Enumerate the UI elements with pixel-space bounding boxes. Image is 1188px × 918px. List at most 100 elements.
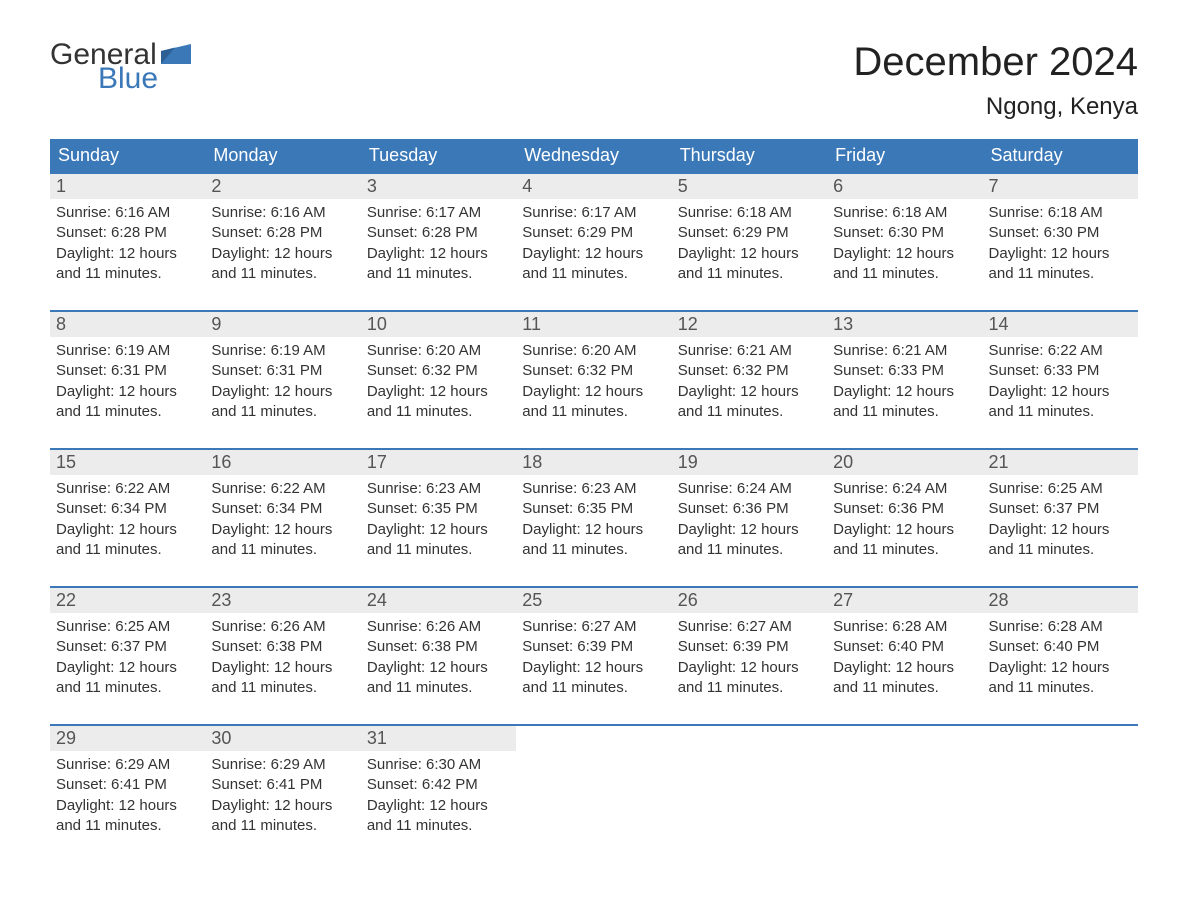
day-cell: 5Sunrise: 6:18 AMSunset: 6:29 PMDaylight…	[672, 174, 827, 284]
day-body: Sunrise: 6:22 AMSunset: 6:34 PMDaylight:…	[50, 475, 205, 560]
sunrise-line: Sunrise: 6:23 AM	[367, 479, 510, 499]
day-body: Sunrise: 6:25 AMSunset: 6:37 PMDaylight:…	[983, 475, 1138, 560]
sunset-line: Sunset: 6:42 PM	[367, 775, 510, 795]
daylight-line: Daylight: 12 hours and 11 minutes.	[833, 658, 976, 699]
day-cell: 25Sunrise: 6:27 AMSunset: 6:39 PMDayligh…	[516, 588, 671, 698]
day-cell: 30Sunrise: 6:29 AMSunset: 6:41 PMDayligh…	[205, 726, 360, 836]
day-body: Sunrise: 6:27 AMSunset: 6:39 PMDaylight:…	[516, 613, 671, 698]
daylight-line: Daylight: 12 hours and 11 minutes.	[56, 796, 199, 837]
sunrise-line: Sunrise: 6:29 AM	[211, 755, 354, 775]
day-body: Sunrise: 6:30 AMSunset: 6:42 PMDaylight:…	[361, 751, 516, 836]
day-cell: 17Sunrise: 6:23 AMSunset: 6:35 PMDayligh…	[361, 450, 516, 560]
sunset-line: Sunset: 6:31 PM	[56, 361, 199, 381]
day-number: 8	[50, 312, 205, 337]
sunrise-line: Sunrise: 6:17 AM	[367, 203, 510, 223]
sunset-line: Sunset: 6:32 PM	[678, 361, 821, 381]
day-body: Sunrise: 6:25 AMSunset: 6:37 PMDaylight:…	[50, 613, 205, 698]
dow-cell: Wednesday	[516, 139, 671, 172]
sunset-line: Sunset: 6:37 PM	[989, 499, 1132, 519]
sunset-line: Sunset: 6:32 PM	[367, 361, 510, 381]
day-cell: 3Sunrise: 6:17 AMSunset: 6:28 PMDaylight…	[361, 174, 516, 284]
sunrise-line: Sunrise: 6:28 AM	[989, 617, 1132, 637]
day-cell: 2Sunrise: 6:16 AMSunset: 6:28 PMDaylight…	[205, 174, 360, 284]
sunrise-line: Sunrise: 6:22 AM	[211, 479, 354, 499]
sunset-line: Sunset: 6:29 PM	[522, 223, 665, 243]
day-body: Sunrise: 6:29 AMSunset: 6:41 PMDaylight:…	[205, 751, 360, 836]
day-cell: 22Sunrise: 6:25 AMSunset: 6:37 PMDayligh…	[50, 588, 205, 698]
sunrise-line: Sunrise: 6:21 AM	[678, 341, 821, 361]
daylight-line: Daylight: 12 hours and 11 minutes.	[56, 520, 199, 561]
daylight-line: Daylight: 12 hours and 11 minutes.	[678, 658, 821, 699]
day-cell: 15Sunrise: 6:22 AMSunset: 6:34 PMDayligh…	[50, 450, 205, 560]
sunset-line: Sunset: 6:36 PM	[833, 499, 976, 519]
daylight-line: Daylight: 12 hours and 11 minutes.	[522, 658, 665, 699]
day-cell: 19Sunrise: 6:24 AMSunset: 6:36 PMDayligh…	[672, 450, 827, 560]
day-body: Sunrise: 6:18 AMSunset: 6:30 PMDaylight:…	[983, 199, 1138, 284]
daylight-line: Daylight: 12 hours and 11 minutes.	[211, 658, 354, 699]
sunset-line: Sunset: 6:31 PM	[211, 361, 354, 381]
day-number: 7	[983, 174, 1138, 199]
day-number: 26	[672, 588, 827, 613]
month-title: December 2024	[853, 40, 1138, 85]
daylight-line: Daylight: 12 hours and 11 minutes.	[211, 382, 354, 423]
day-body: Sunrise: 6:20 AMSunset: 6:32 PMDaylight:…	[516, 337, 671, 422]
sunrise-line: Sunrise: 6:20 AM	[522, 341, 665, 361]
daylight-line: Daylight: 12 hours and 11 minutes.	[211, 520, 354, 561]
day-number: 27	[827, 588, 982, 613]
day-number: 24	[361, 588, 516, 613]
day-cell: ..	[672, 726, 827, 836]
day-number: 23	[205, 588, 360, 613]
sunset-line: Sunset: 6:36 PM	[678, 499, 821, 519]
day-number: 1	[50, 174, 205, 199]
daylight-line: Daylight: 12 hours and 11 minutes.	[367, 520, 510, 561]
day-body: Sunrise: 6:17 AMSunset: 6:29 PMDaylight:…	[516, 199, 671, 284]
day-body: Sunrise: 6:19 AMSunset: 6:31 PMDaylight:…	[50, 337, 205, 422]
day-cell: 29Sunrise: 6:29 AMSunset: 6:41 PMDayligh…	[50, 726, 205, 836]
dow-cell: Saturday	[983, 139, 1138, 172]
daylight-line: Daylight: 12 hours and 11 minutes.	[522, 382, 665, 423]
day-cell: 20Sunrise: 6:24 AMSunset: 6:36 PMDayligh…	[827, 450, 982, 560]
sunset-line: Sunset: 6:40 PM	[989, 637, 1132, 657]
sunset-line: Sunset: 6:35 PM	[522, 499, 665, 519]
sunrise-line: Sunrise: 6:18 AM	[678, 203, 821, 223]
day-number: 11	[516, 312, 671, 337]
day-body: Sunrise: 6:17 AMSunset: 6:28 PMDaylight:…	[361, 199, 516, 284]
day-cell: 23Sunrise: 6:26 AMSunset: 6:38 PMDayligh…	[205, 588, 360, 698]
day-cell: 10Sunrise: 6:20 AMSunset: 6:32 PMDayligh…	[361, 312, 516, 422]
sunrise-line: Sunrise: 6:24 AM	[678, 479, 821, 499]
sunrise-line: Sunrise: 6:16 AM	[211, 203, 354, 223]
sunrise-line: Sunrise: 6:25 AM	[56, 617, 199, 637]
day-cell: 7Sunrise: 6:18 AMSunset: 6:30 PMDaylight…	[983, 174, 1138, 284]
week-row: 22Sunrise: 6:25 AMSunset: 6:37 PMDayligh…	[50, 586, 1138, 698]
sunset-line: Sunset: 6:34 PM	[56, 499, 199, 519]
daylight-line: Daylight: 12 hours and 11 minutes.	[989, 244, 1132, 285]
sunset-line: Sunset: 6:28 PM	[56, 223, 199, 243]
day-number: 30	[205, 726, 360, 751]
day-cell: 16Sunrise: 6:22 AMSunset: 6:34 PMDayligh…	[205, 450, 360, 560]
day-number: 2	[205, 174, 360, 199]
day-body: Sunrise: 6:23 AMSunset: 6:35 PMDaylight:…	[516, 475, 671, 560]
sunset-line: Sunset: 6:32 PM	[522, 361, 665, 381]
sunrise-line: Sunrise: 6:21 AM	[833, 341, 976, 361]
day-body: Sunrise: 6:18 AMSunset: 6:29 PMDaylight:…	[672, 199, 827, 284]
day-body: Sunrise: 6:24 AMSunset: 6:36 PMDaylight:…	[672, 475, 827, 560]
day-body: Sunrise: 6:20 AMSunset: 6:32 PMDaylight:…	[361, 337, 516, 422]
day-number: 21	[983, 450, 1138, 475]
day-number: 3	[361, 174, 516, 199]
day-number: 25	[516, 588, 671, 613]
sunset-line: Sunset: 6:35 PM	[367, 499, 510, 519]
daylight-line: Daylight: 12 hours and 11 minutes.	[522, 244, 665, 285]
sunrise-line: Sunrise: 6:29 AM	[56, 755, 199, 775]
sunset-line: Sunset: 6:28 PM	[211, 223, 354, 243]
day-number: 12	[672, 312, 827, 337]
daylight-line: Daylight: 12 hours and 11 minutes.	[833, 520, 976, 561]
day-cell: 11Sunrise: 6:20 AMSunset: 6:32 PMDayligh…	[516, 312, 671, 422]
day-number: 4	[516, 174, 671, 199]
day-cell: 24Sunrise: 6:26 AMSunset: 6:38 PMDayligh…	[361, 588, 516, 698]
daylight-line: Daylight: 12 hours and 11 minutes.	[989, 520, 1132, 561]
sunset-line: Sunset: 6:38 PM	[211, 637, 354, 657]
dow-cell: Tuesday	[361, 139, 516, 172]
day-number: 13	[827, 312, 982, 337]
day-number: 6	[827, 174, 982, 199]
sunrise-line: Sunrise: 6:24 AM	[833, 479, 976, 499]
